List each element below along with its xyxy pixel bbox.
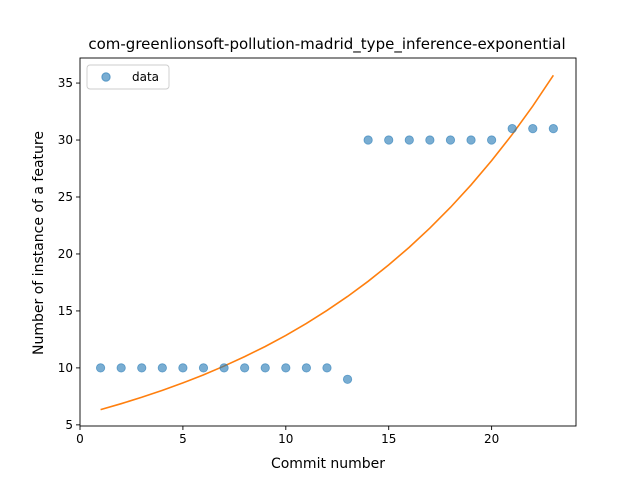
data-point <box>487 135 497 145</box>
chart-title: com-greenlionsoft-pollution-madrid_type_… <box>88 35 565 54</box>
axes-frame <box>79 57 577 427</box>
data-point <box>281 363 291 373</box>
data-point <box>240 363 250 373</box>
x-tick-label: 15 <box>381 432 396 446</box>
data-point <box>342 374 353 384</box>
y-tick-label: 35 <box>58 76 73 90</box>
data-point <box>528 124 538 134</box>
legend-box <box>86 64 170 90</box>
x-tick-label: 20 <box>484 432 499 446</box>
data-point <box>198 363 209 373</box>
legend-marker <box>101 72 111 82</box>
data-point <box>425 135 435 145</box>
legend-label: data <box>132 70 159 84</box>
data-point <box>548 124 558 134</box>
y-tick-label: 30 <box>58 133 73 147</box>
data-point <box>301 363 311 373</box>
x-tick-label: 5 <box>179 432 187 446</box>
y-tick-label: 5 <box>65 418 73 432</box>
data-point <box>157 363 167 373</box>
data-point <box>219 363 229 373</box>
y-tick-label: 10 <box>58 361 73 375</box>
fit-line <box>100 74 555 411</box>
x-axis-label: Commit number <box>271 456 385 472</box>
data-point <box>404 135 414 145</box>
x-tick-label: 10 <box>278 432 293 446</box>
legend: data <box>86 64 170 90</box>
data-point <box>116 363 126 373</box>
data-point <box>445 135 456 145</box>
data-point <box>137 363 147 373</box>
data-point <box>95 363 106 373</box>
data-point <box>178 363 188 373</box>
data-point <box>507 124 517 134</box>
y-axis-label: Number of instance of a feature <box>31 131 47 355</box>
y-tick-label: 15 <box>58 304 73 318</box>
data-point <box>466 135 476 145</box>
data-point <box>322 363 332 373</box>
y-tick-label: 20 <box>58 247 73 261</box>
data-point <box>260 363 270 373</box>
y-tick-label: 25 <box>58 190 73 204</box>
data-point <box>384 135 394 145</box>
x-tick-label: 0 <box>76 432 84 446</box>
data-point <box>363 135 373 145</box>
